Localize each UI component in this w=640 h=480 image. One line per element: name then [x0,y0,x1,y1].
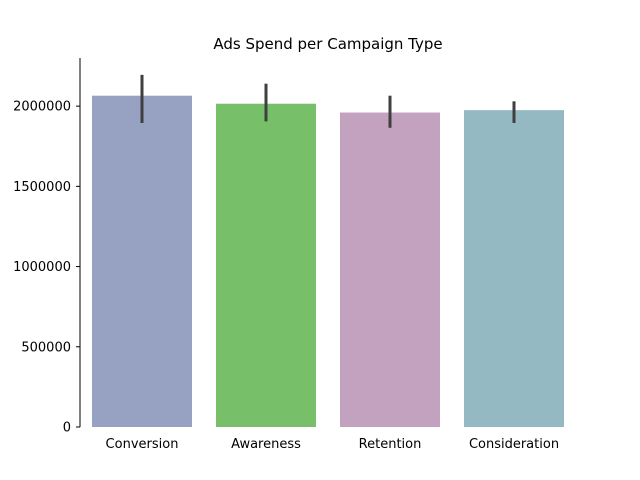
x-tick-label: Retention [359,437,422,452]
bar-consideration [464,110,564,428]
error-bars-group [140,74,516,128]
x-axis-ticks: Conversion Awareness Retention Consideratio… [106,437,560,452]
y-tick-label: 2000000 [13,100,71,115]
y-tick-label: 0 [63,421,71,436]
bars-group [92,95,564,428]
y-tick-label: 500000 [21,340,71,355]
x-tick-label: Conversion [106,437,179,452]
chart-title: Ads Spend per Campaign Type [213,35,442,53]
y-tick-label: 1000000 [13,260,71,275]
x-tick-label: Consideration [469,437,559,452]
y-tick-label: 1500000 [13,180,71,195]
bar-conversion [92,95,192,427]
bar-awareness [216,103,316,428]
x-tick-label: Awareness [231,437,301,452]
bar-retention [340,112,440,428]
y-axis-ticks: 0 500000 1000000 1500000 2000000 [13,100,80,436]
